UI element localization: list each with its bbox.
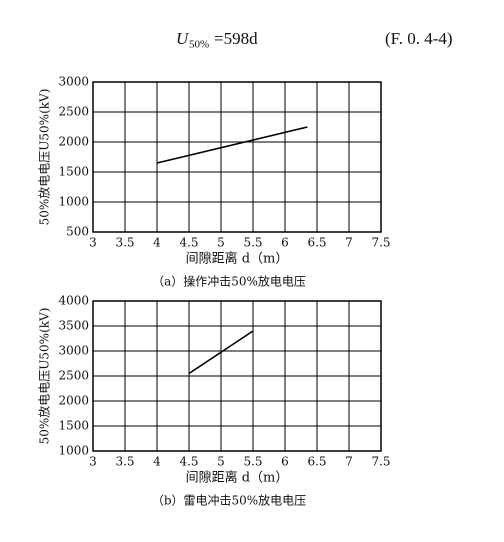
y-tick-label: 1500 bbox=[58, 165, 89, 179]
formula-number: (F. 0. 4-4) bbox=[385, 29, 453, 48]
y-tick-label: 2000 bbox=[58, 135, 89, 149]
plot-frame bbox=[92, 300, 382, 452]
x-tick-label: 5 bbox=[217, 455, 225, 469]
y-tick-label: 3500 bbox=[58, 319, 89, 333]
y-axis-label: 50%放电电压U50%(kV) bbox=[37, 89, 52, 226]
y-tick-label: 2000 bbox=[58, 394, 89, 408]
x-tick-label: 6 bbox=[281, 455, 289, 469]
x-tick-label: 3 bbox=[89, 236, 97, 250]
caption: （a）操作冲击50%放电电压 bbox=[152, 274, 306, 289]
x-tick-label: 5.5 bbox=[243, 455, 262, 469]
y-axis-label: 50%放电电压U50%(kV) bbox=[37, 308, 52, 445]
x-tick-label: 4 bbox=[153, 455, 161, 469]
x-tick-label: 6 bbox=[281, 236, 289, 250]
x-tick-label: 4.5 bbox=[179, 455, 198, 469]
y-tick-label: 3000 bbox=[58, 344, 89, 358]
data-line bbox=[156, 126, 308, 164]
x-tick-label: 6.5 bbox=[307, 455, 326, 469]
x-tick-label: 4.5 bbox=[179, 236, 198, 250]
x-tick-label: 7 bbox=[345, 236, 353, 250]
x-tick-label: 7 bbox=[345, 455, 353, 469]
x-tick-label: 7.5 bbox=[371, 236, 390, 250]
x-tick-label: 5 bbox=[217, 236, 225, 250]
x-tick-label: 3.5 bbox=[115, 236, 134, 250]
data-line bbox=[188, 330, 254, 375]
y-tick-label: 1000 bbox=[58, 195, 89, 209]
y-tick-label: 2500 bbox=[58, 105, 89, 119]
y-tick-label: 4000 bbox=[58, 294, 89, 308]
y-tick-label: 1000 bbox=[58, 444, 89, 458]
x-axis-label: 间隙距离 d（m） bbox=[186, 251, 289, 267]
formula-lhs: U bbox=[176, 29, 190, 48]
x-axis-label: 间隙距离 d（m） bbox=[186, 470, 289, 486]
x-tick-label: 3 bbox=[89, 455, 97, 469]
x-tick-label: 4 bbox=[153, 236, 161, 250]
formula-rhs: =598d bbox=[214, 29, 258, 48]
y-tick-label: 3000 bbox=[58, 75, 89, 89]
x-tick-label: 6.5 bbox=[307, 236, 326, 250]
x-tick-label: 5.5 bbox=[243, 236, 262, 250]
x-tick-label: 7.5 bbox=[371, 455, 390, 469]
y-tick-label: 1500 bbox=[58, 419, 89, 433]
y-tick-label: 500 bbox=[66, 225, 89, 239]
formula-sub: 50% bbox=[189, 39, 209, 51]
caption: （b）雷电冲击50%放电电压 bbox=[152, 493, 306, 508]
plot-frame bbox=[92, 81, 382, 233]
y-tick-label: 2500 bbox=[58, 369, 89, 383]
x-tick-label: 3.5 bbox=[115, 455, 134, 469]
